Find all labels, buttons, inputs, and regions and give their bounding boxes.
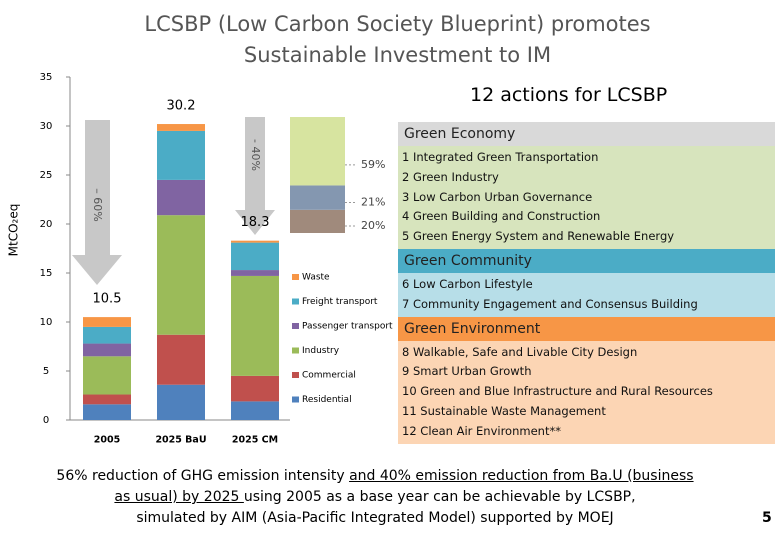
action-item: 6 Low Carbon Lifestyle [402,276,533,291]
footer-text: 56% reduction of GHG emission intensity [56,468,350,484]
legend-label: Industry [302,346,340,356]
group-body: 1 Integrated Green Transportation 2 Green… [398,146,775,249]
action-item: 11 Sustainable Waste Management [402,403,606,418]
bar-segment [231,275,279,376]
y-tick-label: 0 [43,415,49,426]
legend-label: Waste [302,273,330,283]
bar-segment [231,270,279,276]
share-segment [290,209,345,233]
legend-swatch [292,298,299,305]
bar-segment [83,326,131,344]
action-item: 7 Community Engagement and Consensus Bui… [402,296,698,311]
bar-segment [83,394,131,405]
page-number: 5 [762,510,772,526]
group-body: 8 Walkable, Safe and Livable City Design… [398,340,775,444]
action-item: 10 Green and Blue Infrastructure and Rur… [402,384,713,399]
group-header: Green Environment [398,316,775,341]
value-label: 59% [361,158,385,171]
bar-segment [83,317,131,327]
action-item: 1 Integrated Green Transportation [402,150,599,164]
footer-text: and 40% emission reduction from Ba.U (bu… [349,468,694,484]
footer-text: simulated by AIM (Asia-Pacific Integrate… [136,510,614,526]
y-tick-label: 15 [40,268,53,279]
bar-segment [83,404,131,420]
action-item: 8 Walkable, Safe and Livable City Design [402,344,638,359]
bar-segment [231,242,279,271]
action-item: 3 Low Carbon Urban Governance [402,189,593,204]
y-tick-label: 20 [40,219,53,230]
arrow [235,117,275,235]
group-header: Green Community [398,248,775,273]
y-tick-label: 25 [40,170,53,181]
chart: – 60% - 40% MtCO₂eq 0 5 10 15 20 25 30 35 10.5 20… [7,72,394,446]
y-axis-label: MtCO₂eq [7,204,21,257]
footer-text: using 2005 as a base year can be achieva… [243,489,636,505]
bar-segment [231,240,279,243]
title: LCSBP (Low Carbon Society Blueprint) pro… [144,12,651,36]
value-label: 21% [361,195,385,208]
action-item: 12 Clean Air Environment** [402,423,561,438]
value-label: 20% [361,219,385,232]
annotation: - 40% [249,139,262,171]
x-tick-label: 2025 BaU [155,435,206,446]
legend-label: Passenger transport [302,322,393,332]
footer-text: as usual) by 2025 [114,489,244,505]
bar-segment [157,179,205,216]
action-item: 2 Green Industry [402,169,499,184]
y-tick-label: 35 [40,72,53,83]
arrow [72,120,122,285]
legend-label: Residential [302,395,352,405]
actions-panel: Green Economy 1 Integrated Green Transpor… [398,122,775,444]
bar-segment [83,343,131,357]
title: Sustainable Investment to IM [243,43,552,67]
legend-label: Freight transport [302,297,378,307]
action-item: 5 Green Energy System and Renewable Ener… [402,229,675,244]
legend-label: Commercial [302,371,356,381]
total-label: 10.5 [93,292,122,307]
legend-swatch [292,274,299,280]
footer: 56% reduction of GHG emission intensity … [0,466,750,529]
total-label: 18.3 [241,215,270,230]
group-body: 6 Low Carbon Lifestyle 7 Community Engage… [398,272,775,317]
bar-segment [231,401,279,420]
bar-segment [157,215,205,335]
footer-line: 56% reduction of GHG emission intensity … [0,466,750,487]
share-segment [290,117,345,186]
legend-swatch [292,347,299,354]
legend-swatch [292,323,299,329]
action-item: 9 Smart Urban Growth [402,364,532,379]
bar-segment [157,130,205,180]
bar-segment [157,334,205,385]
y-tick-label: 30 [40,121,53,132]
heading: 12 actions for LCSBP [470,84,668,106]
bar-segment [231,375,279,402]
share-segment [290,185,345,210]
footer-line: as usual) by 2025 using 2005 as a base y… [0,487,750,508]
legend-swatch [292,372,299,378]
y-tick-label: 10 [40,317,53,328]
action-item: 4 Green Building and Construction [402,209,601,224]
x-tick-label: 2025 CM [232,435,278,446]
footer-line: simulated by AIM (Asia-Pacific Integrate… [0,508,750,529]
bar-segment [157,384,205,420]
group-header: Green Economy [398,122,775,146]
bar-segment [83,356,131,395]
bar-segment [157,124,205,131]
y-tick-label: 5 [43,366,49,377]
x-tick-label: 2005 [94,435,120,446]
total-label: 30.2 [167,99,196,114]
legend-swatch [292,396,299,403]
annotation: – 60% [91,188,104,221]
